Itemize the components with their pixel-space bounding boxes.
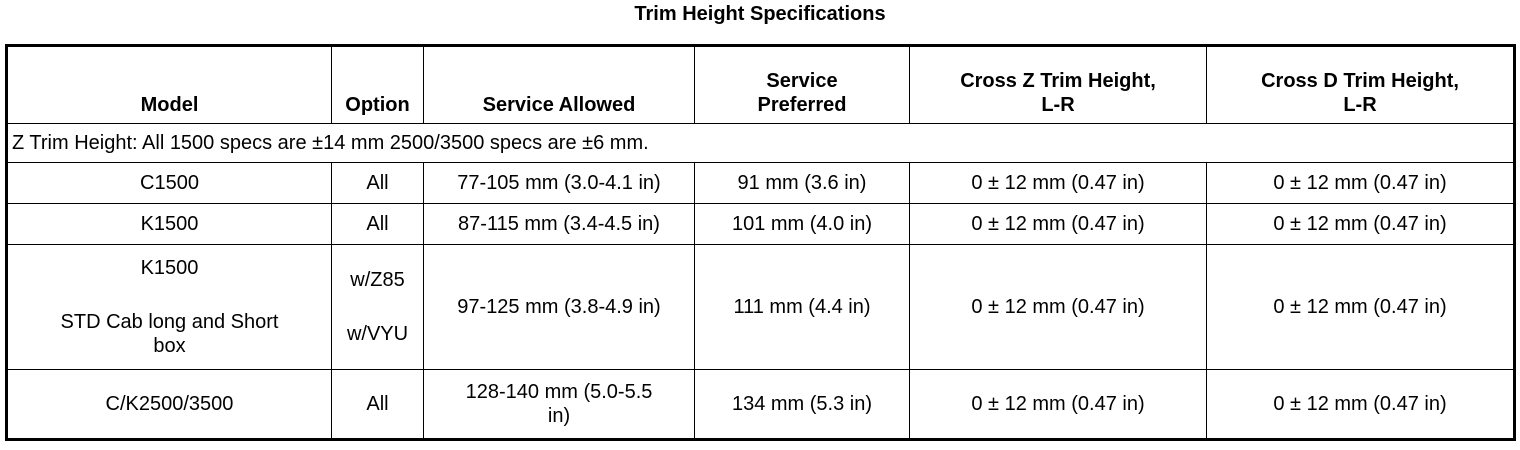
cell-line: Cross Z Trim Height, xyxy=(960,70,1156,92)
cell-line: Cross D Trim Height, xyxy=(1261,70,1459,92)
header-cell: Cross Z Trim Height, L-R xyxy=(909,45,1207,124)
note-cell: Z Trim Height: All 1500 specs are ±14 mm… xyxy=(6,123,1515,163)
data-cell: 0 ± 12 mm (0.47 in) xyxy=(909,369,1207,440)
data-row: K1500 STD Cab long and Short box w/Z85 w/VYU… xyxy=(6,244,1515,370)
cell-line: in) xyxy=(547,405,571,427)
cell-line: K1500 xyxy=(140,257,199,279)
note-row: Z Trim Height: All 1500 specs are ±14 mm… xyxy=(6,123,1515,163)
data-cell: 0 ± 12 mm (0.47 in) xyxy=(909,203,1207,245)
data-cell: 0 ± 12 mm (0.47 in) xyxy=(1206,162,1515,204)
data-cell: 77-105 mm (3.0-4.1 in) xyxy=(423,162,695,204)
header-cell: Model xyxy=(6,45,332,124)
data-cell: K1500 STD Cab long and Short box xyxy=(6,244,332,370)
data-cell: 0 ± 12 mm (0.47 in) xyxy=(1206,369,1515,440)
header-cell: Service Preferred xyxy=(694,45,910,124)
data-cell: 0 ± 12 mm (0.47 in) xyxy=(1206,203,1515,245)
cell-line: box xyxy=(153,335,186,357)
cell-line: Preferred xyxy=(757,94,847,116)
data-cell: 91 mm (3.6 in) xyxy=(694,162,910,204)
cell-line: Service xyxy=(766,70,838,92)
cell-line: w/VYU xyxy=(346,323,409,345)
data-cell: 0 ± 12 mm (0.47 in) xyxy=(909,162,1207,204)
data-row: K1500 All 87-115 mm (3.4-4.5 in) 101 mm (4.… xyxy=(6,203,1515,245)
header-cell: Cross D Trim Height, L-R xyxy=(1206,45,1515,124)
header-cell: Service Allowed xyxy=(423,45,695,124)
data-cell: 134 mm (5.3 in) xyxy=(694,369,910,440)
spec-table: Model Option Service Allowed Service Preferr… xyxy=(5,44,1516,441)
table-title: Trim Height Specifications xyxy=(634,3,886,25)
data-cell: 128-140 mm (5.0-5.5 in) xyxy=(423,369,695,440)
data-cell: All xyxy=(331,162,424,204)
data-cell: 111 mm (4.4 in) xyxy=(694,244,910,370)
cell-line: w/Z85 xyxy=(350,269,405,291)
cell-line: 128-140 mm (5.0-5.5 xyxy=(465,381,653,403)
header-row: Model Option Service Allowed Service Preferr… xyxy=(6,45,1515,124)
data-cell: w/Z85 w/VYU xyxy=(331,244,424,370)
data-cell: 101 mm (4.0 in) xyxy=(694,203,910,245)
data-cell: K1500 xyxy=(6,203,332,245)
data-cell: C/K2500/3500 xyxy=(6,369,332,440)
data-cell: 87-115 mm (3.4-4.5 in) xyxy=(423,203,695,245)
data-cell: All xyxy=(331,203,424,245)
data-cell: C1500 xyxy=(6,162,332,204)
data-cell: All xyxy=(331,369,424,440)
cell-line: L-R xyxy=(1041,94,1075,116)
cell-line: STD Cab long and Short xyxy=(60,311,279,333)
data-cell: 97-125 mm (3.8-4.9 in) xyxy=(423,244,695,370)
data-row: C/K2500/3500 All 128-140 mm (5.0-5.5 in) 134… xyxy=(6,369,1515,440)
header-cell: Option xyxy=(331,45,424,124)
data-cell: 0 ± 12 mm (0.47 in) xyxy=(909,244,1207,370)
cell-line: L-R xyxy=(1343,94,1377,116)
data-cell: 0 ± 12 mm (0.47 in) xyxy=(1206,244,1515,370)
data-row: C1500 All 77-105 mm (3.0-4.1 in) 91 mm (3.6… xyxy=(6,162,1515,204)
